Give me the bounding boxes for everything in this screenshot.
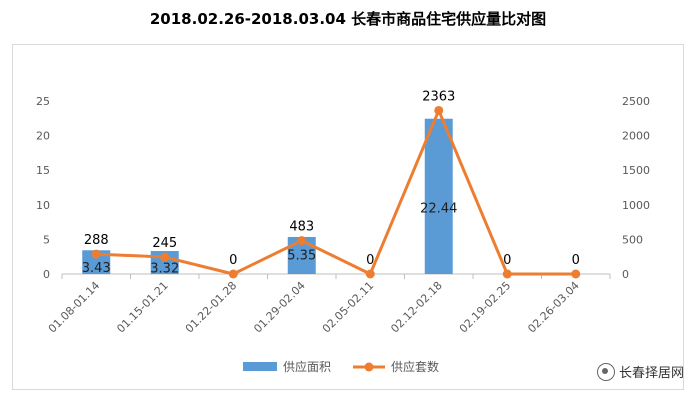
line-point (160, 252, 170, 262)
bar-data-label: 3.43 (82, 261, 111, 276)
line-point (297, 236, 307, 246)
watermark: 长春择居网 (596, 362, 684, 381)
chart-title: 2018.02.26-2018.03.04 长春市商品住宅供应量比对图 (149, 10, 547, 28)
x-tick-label: 01.22-01.28 (183, 279, 240, 336)
y-left-tick-label: 5 (43, 233, 50, 246)
line-data-label: 0 (229, 253, 237, 268)
y-right-tick-label: 1000 (622, 199, 650, 212)
x-tick-label: 02.05-02.11 (320, 279, 377, 336)
legend-marker-line (364, 362, 374, 372)
x-tick-label: 01.15-01.21 (114, 279, 171, 336)
line-data-label: 288 (84, 233, 109, 248)
legend-swatch-bar (243, 362, 277, 371)
watermark-text: 长春择居网 (618, 366, 684, 381)
y-left-tick-label: 0 (43, 268, 50, 281)
line-data-label: 0 (503, 253, 511, 268)
legend-label-bar: 供应面积 (283, 359, 331, 374)
line-data-label: 2363 (422, 89, 455, 104)
line-point (434, 105, 444, 115)
bar-data-label: 3.32 (150, 262, 179, 277)
line-data-label: 0 (366, 253, 374, 268)
chart-frame (12, 44, 684, 390)
line-data-label: 483 (289, 220, 314, 235)
x-tick-label: 01.29-02.04 (251, 279, 308, 336)
y-left-tick-label: 15 (36, 164, 50, 177)
y-left-tick-label: 25 (36, 95, 50, 108)
line-point (571, 269, 581, 279)
line-data-label: 245 (152, 236, 177, 251)
wechat-icon (596, 362, 615, 381)
y-right-tick-label: 1500 (622, 164, 650, 177)
y-right-tick-label: 0 (622, 268, 629, 281)
x-tick-label: 02.26-03.04 (525, 279, 582, 336)
line-point (502, 269, 512, 279)
line-point (91, 249, 101, 259)
y-right-tick-label: 2500 (622, 95, 650, 108)
bar (82, 250, 111, 274)
x-tick-label: 02.12-02.18 (388, 279, 445, 336)
y-right-tick-label: 2000 (622, 130, 650, 143)
bar-data-label: 5.35 (287, 248, 316, 263)
bar (424, 118, 453, 274)
line-point (228, 269, 238, 279)
y-left-tick-label: 10 (36, 199, 50, 212)
legend-label-line: 供应套数 (391, 359, 439, 374)
x-tick-label: 01.08-01.14 (46, 279, 103, 336)
y-left-tick-label: 20 (36, 130, 50, 143)
x-tick-label: 02.19-02.25 (457, 279, 514, 336)
y-right-tick-label: 500 (622, 233, 643, 246)
line-data-label: 0 (572, 253, 580, 268)
bar-data-label: 22.44 (420, 201, 457, 216)
line-point (365, 269, 375, 279)
line-series-path (96, 108, 576, 276)
